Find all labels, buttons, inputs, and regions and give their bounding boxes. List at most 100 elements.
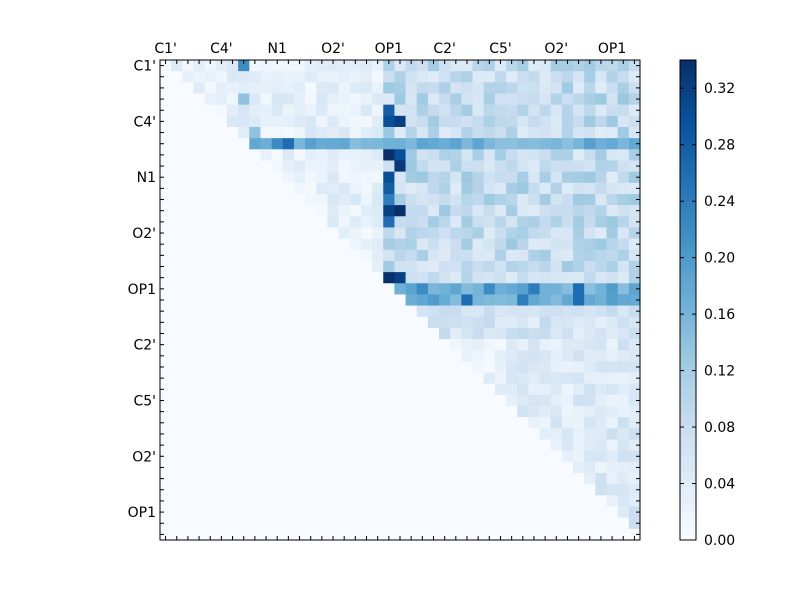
heatmap-cell [561, 115, 574, 128]
heatmap-cell [327, 517, 339, 530]
heatmap-cell [461, 495, 473, 507]
heatmap-cell [394, 60, 406, 72]
heatmap-cell [427, 216, 440, 228]
heatmap-cell [394, 205, 406, 217]
heatmap-cell [215, 316, 228, 329]
heatmap-cell [550, 305, 563, 318]
heatmap-cell [160, 71, 172, 83]
heatmap-cell [182, 484, 194, 496]
heatmap-cell [427, 417, 440, 429]
heatmap-cell [349, 216, 362, 228]
heatmap-cell [595, 160, 607, 172]
heatmap-cell [427, 138, 440, 150]
heatmap-cell [517, 473, 529, 485]
heatmap-cell [204, 484, 217, 496]
heatmap-cell [171, 528, 183, 541]
heatmap-cell [606, 305, 618, 318]
heatmap-cell [171, 316, 183, 329]
heatmap-cell [461, 138, 473, 150]
heatmap-cell [327, 428, 339, 440]
heatmap-cell [539, 82, 551, 94]
heatmap-cell [606, 238, 618, 251]
heatmap-cell [305, 272, 317, 284]
heatmap-cell [249, 473, 261, 485]
heatmap-cell [405, 115, 418, 128]
heatmap-cell [439, 171, 451, 184]
heatmap-cell [483, 249, 496, 262]
heatmap-cell [528, 484, 540, 496]
heatmap-cell [271, 327, 284, 340]
heatmap-cell [494, 316, 507, 329]
heatmap-cell [160, 260, 172, 273]
heatmap-cell [606, 160, 618, 172]
heatmap-cell [193, 115, 205, 128]
heatmap-cell [606, 205, 618, 217]
heatmap-cell [360, 316, 373, 329]
heatmap-cell [327, 473, 339, 485]
heatmap-cell [416, 216, 429, 228]
heatmap-cell [249, 305, 261, 318]
heatmap-cell [215, 394, 228, 407]
heatmap-cell [461, 149, 473, 161]
heatmap-cell [305, 484, 317, 496]
heatmap-cell [338, 361, 351, 373]
heatmap-cell [249, 283, 261, 295]
heatmap-cell [338, 227, 351, 239]
heatmap-cell [439, 461, 451, 474]
heatmap-cell [282, 205, 295, 217]
heatmap-cell [427, 283, 440, 295]
heatmap-cell [316, 372, 328, 385]
heatmap-cell [427, 484, 440, 496]
heatmap-cell [193, 193, 205, 206]
heatmap-cell [204, 439, 217, 451]
heatmap-cell [215, 406, 228, 418]
heatmap-cell [171, 260, 183, 273]
heatmap-cell [573, 484, 585, 496]
heatmap-cell [561, 104, 574, 117]
heatmap-cell [606, 350, 618, 362]
heatmap-cell [226, 394, 239, 407]
heatmap-cell [628, 450, 641, 463]
heatmap-cell [238, 126, 250, 139]
heatmap-cell [561, 327, 574, 340]
heatmap-cell [204, 171, 217, 184]
heatmap-cell [483, 327, 496, 340]
heatmap-cell [305, 249, 317, 262]
heatmap-cell [193, 160, 205, 172]
heatmap-cell [539, 327, 551, 340]
heatmap-cell [327, 361, 339, 373]
heatmap-cell [349, 383, 362, 396]
heatmap-cell [171, 450, 183, 463]
heatmap-cell [349, 406, 362, 418]
heatmap-cell [416, 394, 429, 407]
heatmap-cell [405, 272, 418, 284]
heatmap-cell [249, 461, 261, 474]
heatmap-cell [606, 361, 618, 373]
heatmap-cell [506, 160, 518, 172]
heatmap-cell [238, 149, 250, 161]
heatmap-cell [193, 428, 205, 440]
heatmap-cell [305, 327, 317, 340]
heatmap-cell [260, 439, 272, 451]
heatmap-cell [517, 82, 529, 94]
heatmap-cell [517, 104, 529, 117]
heatmap-cell [628, 517, 641, 530]
heatmap-cell [316, 71, 328, 83]
heatmap-cell [472, 104, 485, 117]
heatmap-cell [249, 249, 261, 262]
heatmap-cell [171, 205, 183, 217]
heatmap-cell [405, 406, 418, 418]
heatmap-cell [617, 473, 630, 485]
heatmap-cell [573, 82, 585, 94]
heatmap-cell [595, 216, 607, 228]
heatmap-cell [327, 104, 339, 117]
heatmap-cell [316, 339, 328, 351]
heatmap-cell [539, 350, 551, 362]
heatmap-cell [316, 238, 328, 251]
heatmap-cell [573, 249, 585, 262]
heatmap-cell [506, 517, 518, 530]
heatmap-cell [383, 238, 395, 251]
heatmap-cell [160, 439, 172, 451]
heatmap-cell [405, 372, 418, 385]
heatmap-cell [316, 182, 328, 195]
